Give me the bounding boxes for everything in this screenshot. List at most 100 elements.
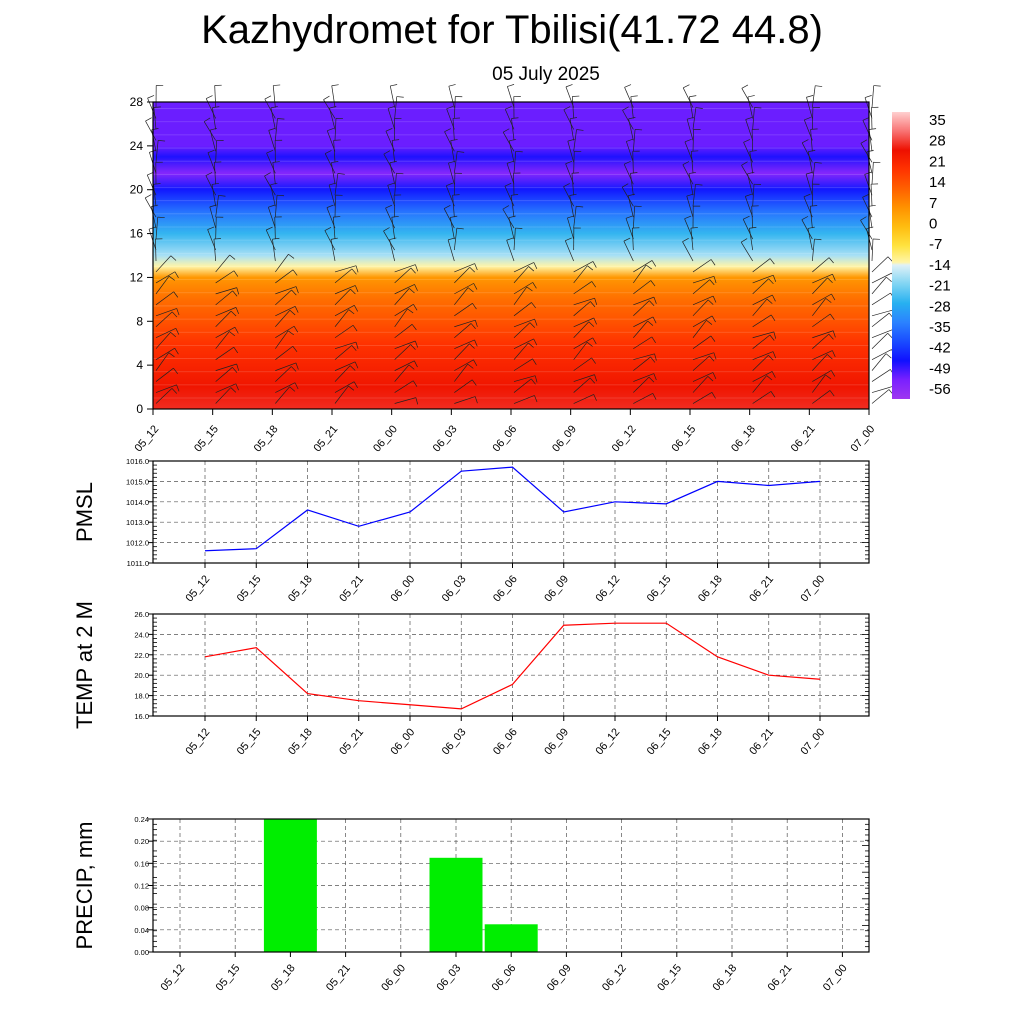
wind-barb <box>387 105 395 109</box>
y-tick-label: 24 <box>130 139 144 153</box>
x-tick-label: 05_12 <box>158 962 187 993</box>
wind-barb <box>745 116 753 120</box>
wind-barb <box>334 265 357 273</box>
wind-barb <box>212 107 217 130</box>
wind-barb <box>215 217 217 240</box>
colorbar-label: 7 <box>929 195 937 212</box>
wind-barb <box>351 345 357 351</box>
y-tick-label: 1016.0 <box>126 457 149 466</box>
wind-barb <box>871 272 892 284</box>
wind-barb <box>472 303 477 310</box>
y-tick-label: 1013.0 <box>126 518 149 527</box>
wind-barb <box>155 255 172 273</box>
wind-barb <box>752 354 769 371</box>
wind-barb <box>768 354 774 361</box>
wind-barb <box>453 173 456 196</box>
wind-barb <box>563 186 574 207</box>
wind-barb <box>564 240 574 262</box>
wind-barb <box>624 87 634 108</box>
wind-barb <box>829 313 835 320</box>
wind-barb <box>752 331 774 339</box>
wind-barb <box>266 152 276 174</box>
wind-barb <box>811 107 814 130</box>
wind-barb <box>289 310 296 316</box>
wind-barb <box>630 96 634 119</box>
wind-barb <box>812 293 832 306</box>
wind-barb <box>354 305 358 312</box>
wind-barb <box>707 299 714 305</box>
wind-barb <box>749 228 754 251</box>
wind-barb <box>532 282 537 289</box>
wind-barb <box>410 267 416 274</box>
wind-barb <box>802 139 809 144</box>
wind-barb <box>334 341 357 350</box>
wind-barb <box>467 363 474 369</box>
wind-barb <box>414 340 419 348</box>
wind-barb <box>153 184 157 207</box>
x-tick-label: 05_15 <box>192 423 221 454</box>
wind-barb <box>385 131 395 152</box>
wind-barb <box>565 84 573 88</box>
wind-barb <box>684 138 692 143</box>
wind-barb <box>329 108 336 130</box>
x-tick-label: 06_03 <box>440 573 469 604</box>
wind-barb <box>626 138 634 142</box>
wind-barb <box>513 358 533 371</box>
x-tick-label: 06_06 <box>490 962 519 993</box>
wind-barb <box>571 96 575 119</box>
wind-barb <box>803 119 813 141</box>
wind-barb <box>769 334 775 341</box>
wind-barb <box>871 389 890 404</box>
wind-barb <box>334 288 351 306</box>
wind-barb <box>450 215 458 218</box>
wind-barb <box>628 193 636 197</box>
wind-barb <box>409 288 415 294</box>
wind-barb <box>155 275 170 295</box>
wind-barb <box>454 287 469 306</box>
precip-bar <box>263 819 317 952</box>
wind-barb <box>692 299 709 317</box>
x-tick-label: 06_18 <box>729 423 758 454</box>
wind-barb <box>828 257 834 264</box>
wind-barb <box>871 312 890 328</box>
wind-barb <box>158 140 166 142</box>
wind-barb <box>511 117 519 119</box>
wind-barb <box>571 172 579 174</box>
wind-barb <box>633 260 653 273</box>
wind-barb <box>292 269 298 276</box>
wind-barb <box>871 276 887 295</box>
wind-barb <box>711 315 716 323</box>
wind-barb <box>148 226 156 230</box>
wind-barb <box>454 379 473 393</box>
wind-barb <box>203 121 216 141</box>
x-tick-label: 05_21 <box>337 573 366 604</box>
wind-barb <box>415 397 419 405</box>
wind-barb <box>653 373 657 381</box>
wind-barb <box>573 341 588 360</box>
wind-barb <box>752 258 771 273</box>
wind-barb <box>394 360 415 371</box>
wind-barb <box>530 378 536 385</box>
wind-barb <box>812 313 831 328</box>
wind-barb <box>454 396 476 404</box>
y-tick-label: 22.0 <box>134 651 149 660</box>
wind-barb <box>684 141 694 163</box>
wind-barb <box>886 276 892 282</box>
wind-barb <box>324 226 332 231</box>
wind-barb <box>446 108 455 130</box>
wind-barb <box>265 229 276 251</box>
wind-barb <box>168 275 175 281</box>
panel-frame <box>152 460 870 564</box>
wind-barb <box>532 358 537 365</box>
wind-barb <box>868 129 873 152</box>
wind-barb <box>326 130 336 152</box>
wind-barb <box>565 237 572 241</box>
wind-barb <box>744 196 753 218</box>
y-axis-title: PMSL <box>72 482 97 542</box>
colorbar-label: -35 <box>929 319 951 336</box>
wind-barb <box>295 362 299 370</box>
wind-barb <box>389 160 397 164</box>
wind-barb <box>383 230 395 251</box>
x-tick-label: 06_21 <box>747 573 776 604</box>
